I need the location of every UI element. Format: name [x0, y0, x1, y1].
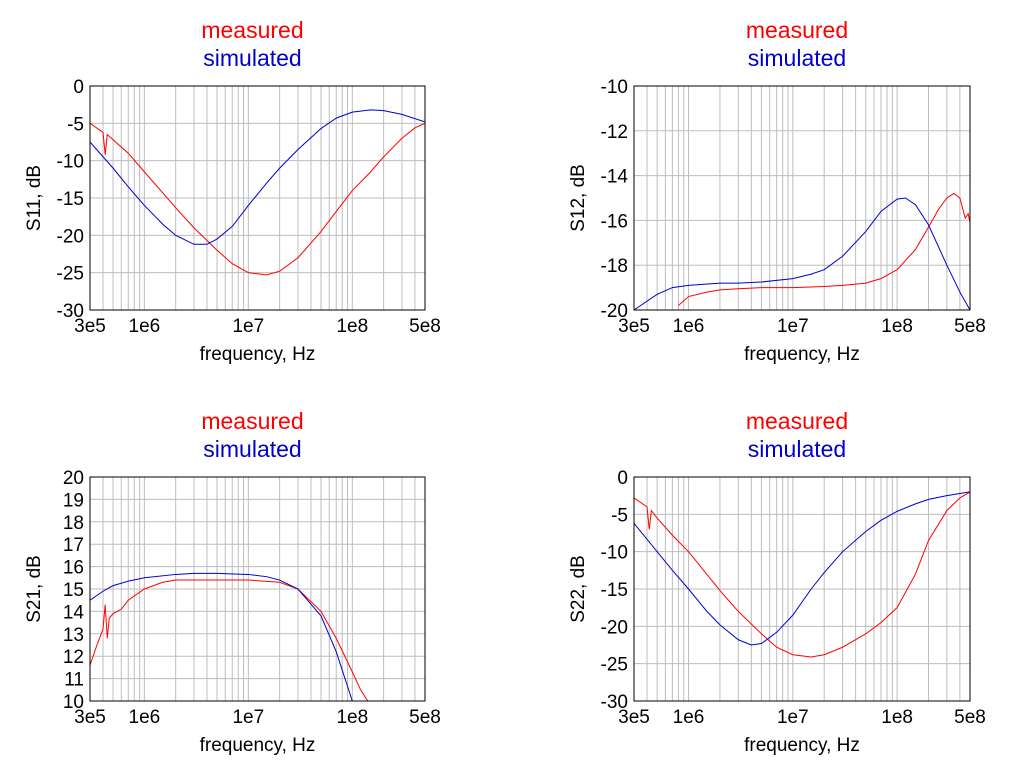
series-line-measured [90, 579, 369, 701]
y-tick-label: -30 [57, 301, 84, 322]
plot-frame [89, 85, 426, 311]
legend-entry-measured: measured [201, 408, 303, 434]
y-tick-label: -15 [57, 189, 84, 210]
plot-frame [633, 476, 971, 702]
series-line-simulated [634, 491, 970, 646]
x-tick-label: 1e6 [129, 316, 161, 337]
x-tick-label: 3e5 [618, 707, 650, 728]
x-tick-label: 3e5 [74, 707, 106, 728]
y-tick-label: -20 [601, 617, 628, 638]
y-tick-label: -20 [601, 301, 628, 322]
x-tick-label: 1e7 [777, 316, 809, 337]
x-tick-label: 1e6 [129, 707, 161, 728]
legend-entry-measured: measured [746, 17, 848, 43]
y-tick-label: -14 [601, 167, 629, 188]
plot-frame [89, 476, 426, 702]
y-tick-label: -16 [601, 211, 628, 232]
y-tick-label: -25 [57, 264, 84, 285]
chart-panel-1: -30 -25 -20 -15 -10 -5 0 3e5 1e6 1e7 1e8 5e8 frequen… [24, 17, 441, 365]
grid [634, 477, 970, 701]
y-tick-label: 19 [63, 490, 84, 511]
y-tick-label: -30 [601, 692, 628, 713]
y-tick-label: 0 [617, 468, 628, 489]
x-tick-label: 1e7 [777, 707, 809, 728]
x-tick-label: 1e7 [232, 707, 264, 728]
x-tick-label: 1e8 [336, 707, 368, 728]
y-axis-label: S22, dB [568, 555, 589, 623]
x-tick-label: 1e7 [232, 316, 264, 337]
y-tick-label: 12 [63, 647, 84, 668]
y-tick-label: 15 [63, 580, 84, 601]
y-tick-label: 14 [63, 602, 85, 623]
x-tick-label: 5e8 [409, 707, 441, 728]
y-tick-label: 17 [63, 535, 84, 556]
x-tick-label: 1e6 [673, 707, 705, 728]
y-tick-label: 18 [63, 513, 84, 534]
grid [634, 86, 970, 310]
y-tick-label: -20 [57, 226, 84, 247]
y-tick-label: -10 [57, 152, 84, 173]
y-axis-label: S12, dB [568, 164, 589, 232]
y-tick-label: -10 [601, 77, 628, 98]
x-tick-label: 3e5 [618, 316, 650, 337]
y-tick-label: 0 [73, 77, 84, 98]
x-tick-label: 5e8 [954, 707, 986, 728]
x-axis-label: frequency, Hz [200, 344, 316, 365]
x-axis-label: frequency, Hz [744, 344, 860, 365]
y-axis-label: S11, dB [24, 165, 45, 231]
x-tick-label: 1e8 [881, 316, 913, 337]
y-tick-label: -15 [601, 580, 628, 601]
x-tick-label: 3e5 [74, 316, 106, 337]
legend-entry-measured: measured [201, 17, 303, 43]
x-tick-label: 5e8 [954, 316, 986, 337]
grid [90, 477, 425, 701]
x-tick-label: 1e6 [673, 316, 705, 337]
y-tick-label: -12 [601, 122, 628, 143]
y-tick-label: 16 [63, 558, 84, 579]
series-line-simulated [90, 109, 425, 245]
series-line-simulated [90, 572, 353, 701]
legend-entry-measured: measured [746, 408, 848, 434]
y-tick-label: -5 [67, 114, 84, 135]
y-tick-label: 13 [63, 625, 84, 646]
x-axis-label: frequency, Hz [744, 735, 860, 756]
legend-entry-simulated: simulated [203, 45, 301, 71]
x-tick-label: 1e8 [881, 707, 913, 728]
legend-entry-simulated: simulated [203, 436, 301, 462]
chart-panel-2: -20 -18 -16 -14 -12 -10 3e5 1e6 1e7 1e8 5e8 frequen… [568, 17, 986, 365]
y-tick-label: -25 [601, 655, 628, 676]
x-tick-label: 1e8 [336, 316, 368, 337]
grid [90, 86, 425, 310]
y-tick-label: 11 [64, 670, 84, 691]
series-line-measured [678, 192, 970, 306]
series-line-simulated [634, 197, 970, 310]
series-line-measured [90, 122, 425, 276]
plot-frame [633, 85, 971, 311]
x-tick-label: 5e8 [409, 316, 441, 337]
y-tick-label: 20 [63, 468, 84, 489]
legend-entry-simulated: simulated [748, 436, 846, 462]
y-tick-label: -10 [601, 543, 628, 564]
series-line-measured [634, 491, 970, 658]
legend-entry-simulated: simulated [748, 45, 846, 71]
x-axis-label: frequency, Hz [200, 735, 316, 756]
chart-panel-4: -30 -25 -20 -15 -10 -5 0 3e5 1e6 1e7 1e8 5e8 frequen… [568, 408, 986, 756]
y-tick-label: -5 [611, 505, 628, 526]
y-tick-label: -18 [601, 256, 628, 277]
y-axis-label: S21, dB [24, 555, 45, 623]
y-tick-label: 10 [63, 692, 84, 713]
